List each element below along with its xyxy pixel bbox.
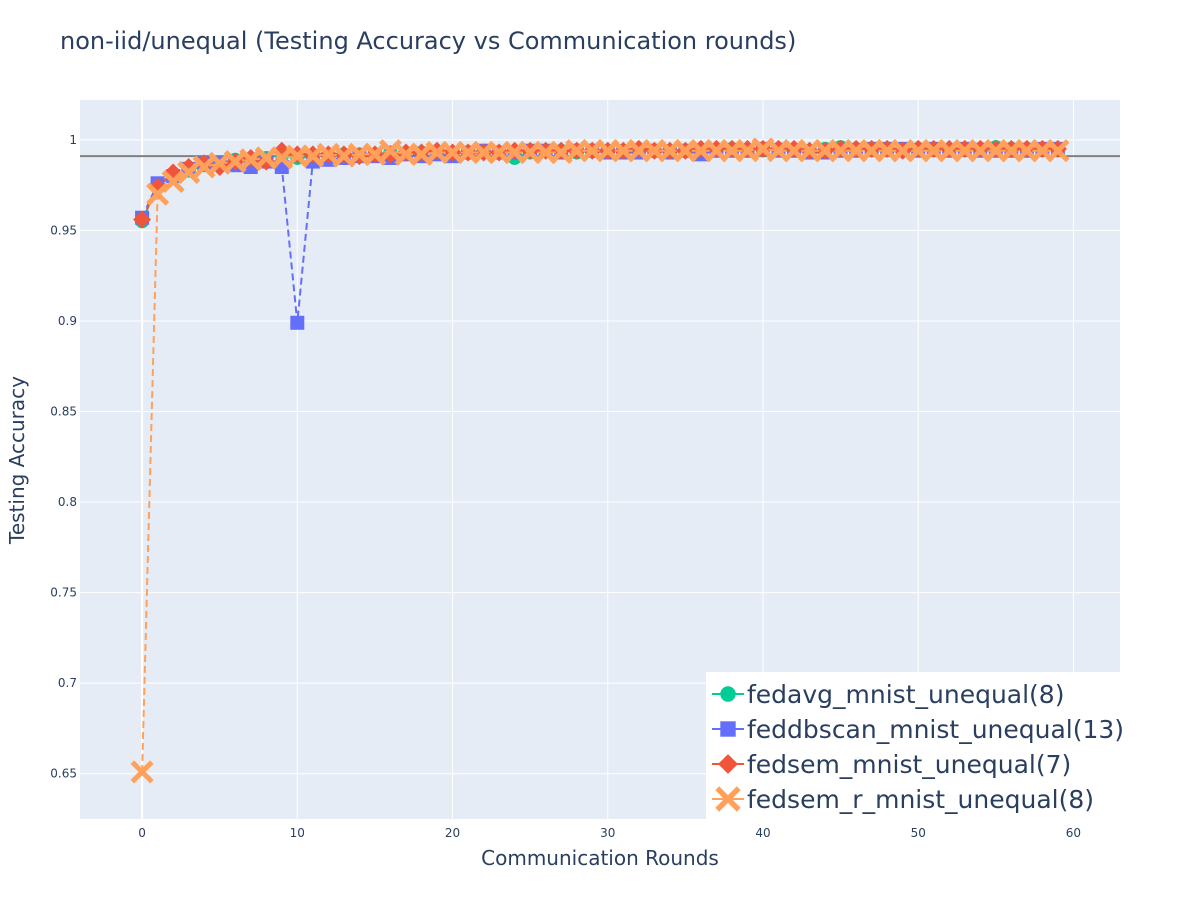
x-tick-label: 30 [600, 826, 615, 840]
legend-label: fedavg_mnist_unequal(8) [747, 680, 1064, 709]
legend-marker [718, 754, 738, 774]
y-tick-label: 1 [69, 133, 77, 147]
y-tick-label: 0.65 [50, 767, 77, 781]
data-point [642, 139, 666, 163]
data-point [580, 139, 604, 163]
data-point [381, 145, 400, 164]
legend-label: fedsem_mnist_unequal(7) [747, 750, 1071, 779]
data-point [627, 139, 651, 163]
x-axis-title: Communication Rounds [481, 846, 719, 870]
data-point [968, 139, 992, 163]
data-point [999, 139, 1023, 163]
data-point [254, 146, 278, 170]
data-point [1015, 139, 1039, 163]
data-point [596, 139, 620, 163]
x-tick-label: 0 [138, 826, 146, 840]
legend-label: feddbscan_mnist_unequal(13) [747, 715, 1124, 744]
data-point [673, 139, 697, 163]
data-point [860, 139, 884, 163]
y-axis-title: Testing Accuracy [5, 376, 29, 545]
legend-item[interactable]: feddbscan_mnist_unequal(13) [712, 715, 1124, 744]
data-point [534, 140, 558, 165]
data-point [689, 139, 713, 163]
x-tick-label: 50 [911, 826, 926, 840]
data-point [658, 139, 682, 163]
data-point [472, 140, 496, 165]
data-point [1030, 139, 1054, 163]
x-tick-label: 10 [290, 826, 305, 840]
data-point [130, 760, 154, 784]
data-point [518, 140, 542, 165]
data-point [704, 139, 728, 163]
data-point [565, 139, 589, 163]
y-tick-label: 0.85 [50, 405, 77, 419]
data-point [290, 315, 305, 330]
data-point [611, 139, 635, 163]
data-point [394, 142, 418, 166]
data-point [503, 140, 527, 165]
x-tick-label: 40 [755, 826, 770, 840]
data-point [891, 139, 915, 163]
data-point [133, 210, 152, 229]
data-point [984, 139, 1008, 163]
data-point [844, 139, 868, 163]
y-tick-labels: 0.65 0.7 0.75 0.8 0.85 0.9 0.95 1 [50, 133, 77, 781]
data-point [953, 139, 977, 163]
data-point [813, 139, 837, 163]
legend-item[interactable]: fedsem_mnist_unequal(7) [712, 750, 1071, 779]
legend-marker [715, 786, 741, 812]
legend-item[interactable]: fedavg_mnist_unequal(8) [712, 680, 1064, 709]
y-tick-label: 0.75 [50, 586, 77, 600]
series-fedsem_r_mnist_unequal(8) [130, 137, 1070, 784]
data-point [1046, 139, 1070, 163]
data-point [161, 169, 185, 194]
data-point [906, 139, 930, 163]
data-point [937, 139, 961, 163]
series-layer [130, 137, 1070, 784]
y-tick-label: 0.9 [58, 314, 77, 328]
x-tick-labels: 0 10 20 30 40 50 60 [138, 826, 1081, 840]
data-point [875, 139, 899, 163]
data-point [922, 139, 946, 163]
data-point [285, 144, 309, 168]
data-point [766, 139, 791, 163]
legend: fedavg_mnist_unequal(8) feddbscan_mnist_u… [706, 672, 1124, 820]
chart-title: non-iid/unequal (Testing Accuracy vs Com… [60, 27, 797, 55]
y-tick-label: 0.95 [50, 223, 77, 237]
data-point [347, 142, 371, 166]
data-point [177, 160, 201, 184]
data-point [441, 140, 465, 165]
x-tick-label: 20 [445, 826, 460, 840]
legend-marker [720, 686, 736, 702]
data-point [425, 140, 449, 165]
data-point [829, 139, 853, 163]
data-point [487, 140, 511, 165]
y-tick-label: 0.8 [58, 495, 77, 509]
data-point [798, 139, 822, 163]
data-point [720, 139, 744, 163]
legend-background [706, 672, 1120, 820]
x-tick-label: 60 [1066, 826, 1081, 840]
data-point [456, 140, 480, 165]
legend-item[interactable]: fedsem_r_mnist_unequal(8) [712, 785, 1094, 814]
legend-label: fedsem_r_mnist_unequal(8) [747, 785, 1094, 814]
legend-marker [720, 721, 736, 737]
data-point [782, 139, 806, 163]
y-tick-label: 0.7 [58, 676, 77, 690]
